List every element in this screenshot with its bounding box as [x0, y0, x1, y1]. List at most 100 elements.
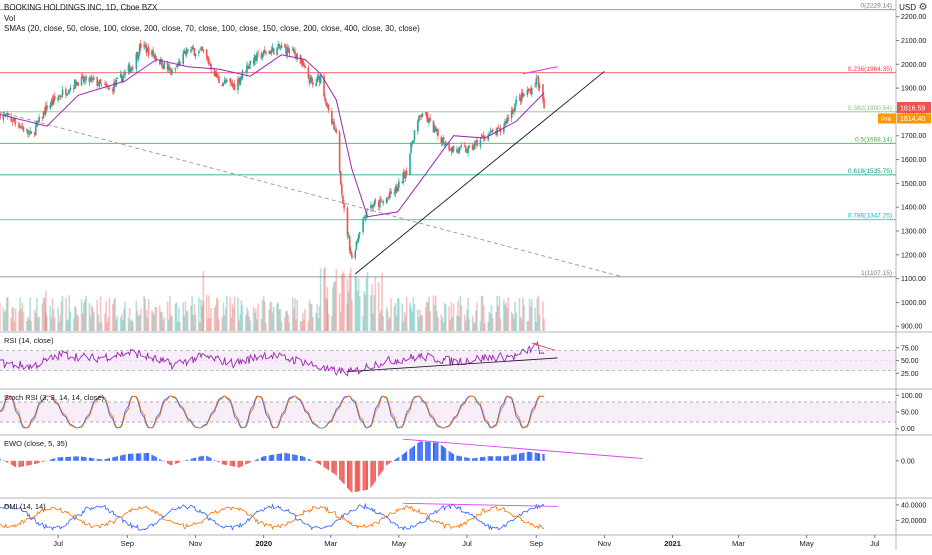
- candle-body: [23, 127, 25, 131]
- ewo-bar: [458, 456, 459, 461]
- volume-bar: [179, 322, 181, 331]
- pre-price-label: 1814.40: [900, 116, 925, 123]
- ewo-bar: [468, 458, 469, 461]
- time-axis-label: Nov: [598, 539, 612, 548]
- ewo-bar: [60, 457, 61, 461]
- ewo-bar: [249, 461, 250, 463]
- volume-bar: [242, 305, 244, 331]
- volume-bar: [508, 297, 510, 331]
- ewo-bar: [370, 461, 371, 488]
- ewo-bar: [177, 461, 178, 463]
- candle-body: [328, 104, 330, 110]
- price-axis-label: 2100.00: [901, 38, 926, 45]
- candle-body: [474, 142, 476, 148]
- ewo-bar: [93, 458, 94, 460]
- ewo-bar: [460, 456, 461, 461]
- ewo-bar: [191, 459, 192, 461]
- ewo-bar: [437, 443, 438, 461]
- ewo-bar: [122, 455, 123, 461]
- ewo-bar: [425, 442, 426, 461]
- ewo-bar: [109, 458, 110, 461]
- ewo-bar: [327, 461, 328, 470]
- indicator-axis-label: 40.0000: [901, 502, 926, 509]
- ewo-bar: [323, 461, 324, 467]
- ewo-bar: [234, 461, 235, 467]
- ewo-bar: [421, 441, 422, 460]
- candle-body: [262, 55, 264, 57]
- volume-bar: [195, 314, 197, 331]
- gear-icon[interactable]: ⚙: [918, 3, 928, 13]
- ewo-bar: [34, 461, 35, 464]
- ewo-bar: [388, 461, 389, 464]
- ewo-bar: [264, 456, 265, 461]
- fib-level-label: 0(2229.14): [861, 3, 892, 10]
- ewo-bar: [106, 459, 107, 461]
- candle-body: [429, 118, 431, 121]
- volume-bar: [54, 318, 56, 331]
- ewo-bar: [379, 461, 380, 475]
- ewo-bar: [11, 461, 12, 465]
- candle-body: [418, 116, 420, 122]
- candle-body: [341, 185, 343, 195]
- candle-body: [414, 130, 416, 140]
- ewo-bar: [302, 456, 303, 461]
- ewo-bar: [347, 461, 348, 488]
- volume-bar: [445, 305, 447, 331]
- ewo-bar: [280, 454, 281, 461]
- ewo-bar: [68, 457, 69, 461]
- candle-body: [534, 86, 536, 87]
- ewo-bar: [160, 460, 161, 461]
- ewo-bar: [59, 457, 60, 460]
- ewo-bar: [217, 461, 218, 462]
- ewo-bar: [372, 461, 373, 486]
- ewo-bar: [168, 461, 169, 464]
- candle-body: [464, 146, 466, 147]
- ewo-histogram: [0, 441, 545, 492]
- candle-body: [409, 154, 411, 175]
- ewo-bar: [37, 461, 38, 463]
- candle-body: [28, 132, 30, 134]
- candle-body: [387, 198, 389, 199]
- ewo-bar: [156, 457, 157, 461]
- ewo-bar: [301, 456, 302, 461]
- ewo-bar: [503, 456, 504, 461]
- candle-body: [132, 68, 134, 69]
- candle-body: [271, 50, 273, 53]
- ewo-bar: [186, 460, 187, 461]
- ewo-bar: [492, 456, 493, 461]
- candle-body: [68, 91, 70, 93]
- candle-body: [171, 70, 173, 73]
- volume-bar: [210, 308, 212, 331]
- ewo-bar: [36, 461, 37, 464]
- ewo-bar: [506, 456, 507, 461]
- ewo-bar: [261, 457, 262, 461]
- candle-body: [489, 134, 491, 135]
- candle-body: [480, 140, 482, 146]
- candle-body: [445, 142, 447, 145]
- ewo-bar: [206, 456, 207, 461]
- ewo-bar: [308, 459, 309, 461]
- volume-bar: [531, 299, 533, 331]
- volume-bar: [367, 272, 369, 331]
- ewo-bar: [394, 460, 395, 461]
- candle-body: [223, 84, 225, 86]
- candle-body: [190, 49, 192, 52]
- candle-body: [101, 84, 103, 85]
- ewo-bar: [544, 454, 545, 461]
- candle-body: [302, 59, 304, 65]
- ewo-bar: [128, 454, 129, 461]
- ewo-bar: [294, 455, 295, 461]
- candle-body: [38, 117, 40, 122]
- ewo-bar: [328, 461, 329, 470]
- rsi-title: RSI (14, close): [4, 336, 54, 345]
- ewo-bar: [527, 452, 528, 461]
- candle-body: [347, 208, 349, 235]
- volume-bar: [382, 316, 384, 331]
- volume-bar: [343, 274, 345, 331]
- indicator-axis-label: 0.00: [901, 426, 915, 433]
- ewo-bar: [277, 454, 278, 461]
- volume-bar: [429, 311, 431, 331]
- candle-body: [230, 82, 232, 83]
